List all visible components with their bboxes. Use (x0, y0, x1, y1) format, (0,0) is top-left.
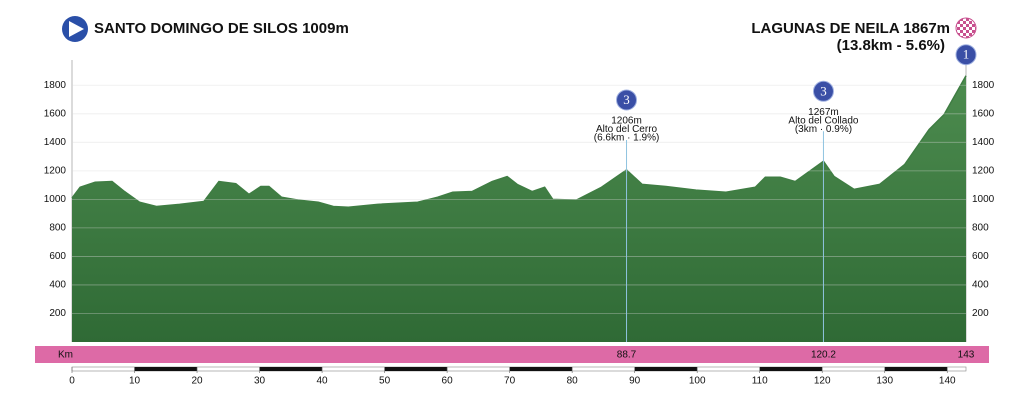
km-band (35, 346, 989, 363)
x-tick-label: 120 (814, 376, 831, 387)
climb-label: 1206m (611, 116, 642, 127)
km-scale-segment (759, 367, 823, 371)
x-tick-label: 110 (752, 376, 768, 387)
y-tick-label: 1200 (972, 165, 995, 176)
y-tick-label: 1200 (44, 165, 67, 176)
y-tick-label: 1600 (44, 108, 67, 119)
y-tick-label: 200 (49, 308, 66, 319)
y-tick-label: 600 (49, 251, 66, 262)
y-tick-label: 600 (972, 251, 989, 262)
area-fill (72, 75, 966, 342)
km-scale-segment (509, 367, 573, 371)
x-tick-label: 20 (191, 376, 203, 387)
km-scale-segment (884, 367, 948, 371)
km-scale-segment (384, 367, 448, 371)
km-scale-segment (259, 367, 323, 371)
x-tick-label: 50 (379, 376, 391, 387)
km-marker-label: 88.7 (617, 350, 637, 361)
climb-category: 1 (963, 47, 970, 62)
x-tick-label: 90 (629, 376, 641, 387)
x-tick-label: 30 (254, 376, 266, 387)
y-tick-label: 1400 (44, 137, 67, 148)
y-tick-label: 1600 (972, 108, 995, 119)
climb-badge (616, 89, 638, 111)
area-line (71, 75, 967, 208)
climb-category: 3 (820, 83, 827, 98)
y-tick-label: 400 (49, 280, 66, 291)
climb-label: Alto del Collado (788, 115, 858, 126)
x-axis-label: Km (58, 350, 73, 361)
y-tick-label: 200 (972, 308, 989, 319)
y-tick-label: 1000 (44, 194, 67, 205)
y-tick-label: 800 (972, 223, 989, 234)
y-tick-label: 1800 (44, 80, 67, 91)
climb-label: 1267m (808, 107, 839, 118)
climb-badge (955, 44, 977, 66)
start-icon (62, 16, 88, 42)
y-tick-label: 1800 (972, 80, 995, 91)
x-tick-label: 100 (689, 376, 706, 387)
y-tick-label: 800 (49, 223, 66, 234)
climb-badge (812, 80, 834, 102)
km-scale-segment (134, 367, 198, 371)
y-tick-label: 1400 (972, 137, 995, 148)
km-scale-segment (634, 367, 698, 371)
climb-label: (3km · 0.9%) (795, 124, 852, 135)
x-tick-label: 40 (317, 376, 329, 387)
y-tick-label: 400 (972, 280, 989, 291)
x-tick-label: 80 (567, 376, 579, 387)
km-marker-label: 120.2 (811, 350, 836, 361)
finish-icon (955, 17, 977, 39)
x-tick-label: 70 (504, 376, 516, 387)
x-tick-label: 0 (69, 376, 75, 387)
start-title: SANTO DOMINGO DE SILOS 1009m (94, 20, 349, 37)
climb-category: 3 (623, 92, 630, 107)
climb-label: (6.6km · 1.9%) (594, 133, 660, 144)
finish-title: LAGUNAS DE NEILA 1867m (751, 20, 950, 37)
finish-subtitle: (13.8km - 5.6%) (837, 37, 945, 54)
x-tick-label: 130 (876, 376, 893, 387)
x-tick-label: 10 (129, 376, 141, 387)
climb-label: Alto del Cerro (596, 124, 658, 135)
km-marker-label: 143 (958, 350, 975, 361)
x-tick-label: 140 (939, 376, 956, 387)
x-tick-label: 60 (442, 376, 454, 387)
y-tick-label: 1000 (972, 194, 995, 205)
